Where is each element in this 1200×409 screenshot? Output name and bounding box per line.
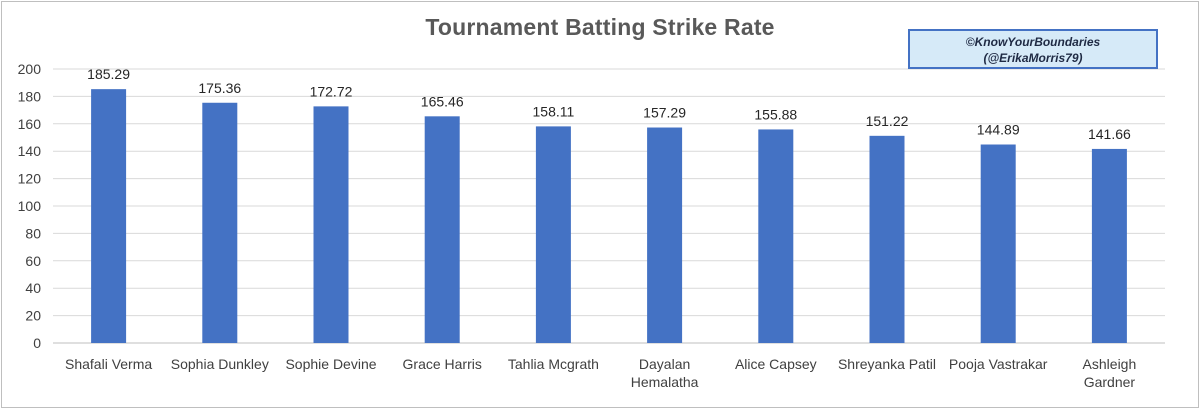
y-tick-label-40: 40	[25, 280, 41, 296]
bar-2	[202, 102, 238, 343]
data-label-1: 185.29	[87, 66, 130, 82]
bar-4	[424, 116, 460, 344]
y-tick-label-80: 80	[25, 225, 41, 241]
bar-1	[91, 89, 127, 343]
category-label-8: Shreyanka Patil	[838, 356, 936, 372]
y-tick-label-60: 60	[25, 253, 41, 269]
y-tick-label-160: 160	[18, 116, 42, 132]
data-label-2: 175.36	[198, 80, 241, 96]
bar-3	[313, 106, 349, 343]
category-label-5: Tahlia Mcgrath	[508, 356, 599, 372]
data-label-3: 172.72	[310, 83, 353, 99]
y-tick-label-180: 180	[18, 88, 42, 104]
y-tick-label-0: 0	[33, 335, 41, 351]
bar-10	[1091, 148, 1127, 343]
y-tick-label-20: 20	[25, 308, 41, 324]
bar-5	[535, 126, 571, 343]
data-label-8: 151.22	[866, 113, 909, 129]
bar-8	[869, 135, 905, 343]
chart-title: Tournament Batting Strike Rate	[425, 14, 775, 40]
credit-line-1: ©KnowYourBoundaries	[965, 35, 1101, 49]
bar-7	[758, 129, 794, 343]
y-tick-label-120: 120	[18, 171, 42, 187]
category-label-4: Grace Harris	[403, 356, 482, 372]
y-tick-label-140: 140	[18, 143, 42, 159]
category-label-9: Pooja Vastrakar	[949, 356, 1048, 372]
data-label-5: 158.11	[533, 103, 575, 119]
data-label-9: 144.89	[977, 122, 1020, 138]
data-label-10: 141.66	[1088, 126, 1131, 142]
credit-line-2: (@ErikaMorris79)	[983, 51, 1083, 65]
data-label-4: 165.46	[421, 93, 464, 109]
y-tick-label-100: 100	[18, 198, 42, 214]
data-label-7: 155.88	[754, 106, 797, 122]
bar-9	[980, 144, 1016, 343]
category-label-2: Sophia Dunkley	[171, 356, 269, 372]
category-label-6: Dayalan Hemalatha	[631, 356, 699, 390]
category-label-7: Alice Capsey	[735, 356, 817, 372]
category-label-3: Sophie Devine	[285, 356, 376, 372]
category-label-10: Ashleigh Gardner	[1083, 356, 1137, 390]
data-label-6: 157.29	[643, 105, 686, 121]
credit-box: ©KnowYourBoundaries (@ErikaMorris79)	[908, 29, 1158, 69]
bar-6	[647, 127, 683, 344]
category-label-1: Shafali Verma	[65, 356, 152, 372]
y-tick-label-200: 200	[18, 61, 42, 77]
